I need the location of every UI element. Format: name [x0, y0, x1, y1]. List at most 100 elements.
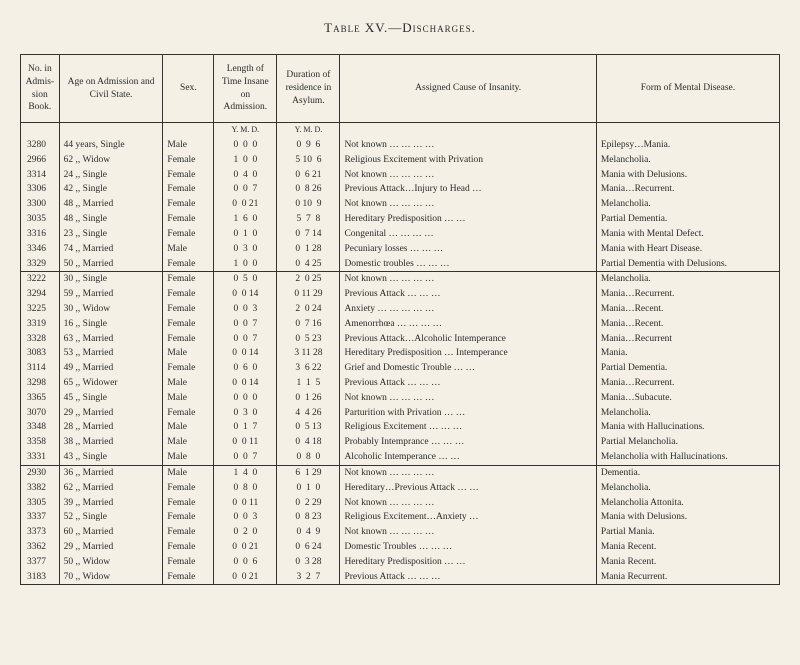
cell: Female — [163, 332, 214, 347]
cell: 3331 — [21, 450, 60, 465]
cell: 0 0 0 — [214, 138, 277, 153]
cell: 0 0 3 — [214, 302, 277, 317]
cell: Female — [163, 555, 214, 570]
cell: Domestic Troubles … … … — [340, 540, 596, 555]
cell: Female — [163, 257, 214, 272]
cell: Epilepsy…Mania. — [596, 138, 779, 153]
subhead-cell — [340, 123, 596, 138]
cell: 3365 — [21, 391, 60, 406]
cell: 0 6 0 — [214, 361, 277, 376]
cell: Female — [163, 212, 214, 227]
table-row: 331424 ,, SingleFemale0 4 00 6 21Not kno… — [21, 168, 780, 183]
col-form: Form of Mental Disease. — [596, 55, 779, 123]
cell: Partial Mania. — [596, 525, 779, 540]
subhead-cell — [596, 123, 779, 138]
cell: Mania…Recurrent. — [596, 287, 779, 302]
cell: 0 0 7 — [214, 450, 277, 465]
table-row: 308353 ,, MarriedMale0 0 143 11 28Heredi… — [21, 346, 780, 361]
cell: Parturition with Privation … … — [340, 406, 596, 421]
cell: Hereditary Predisposition … Intem­peranc… — [340, 346, 596, 361]
cell: Melancholia. — [596, 197, 779, 212]
cell: Female — [163, 197, 214, 212]
cell: 0 9 6 — [277, 138, 340, 153]
cell: 63 ,, Married — [59, 332, 163, 347]
cell: Mania…Recurrent. — [596, 182, 779, 197]
cell: Previous Attack … … … — [340, 287, 596, 302]
cell: 3346 — [21, 242, 60, 257]
cell: Female — [163, 153, 214, 168]
col-dur: Duration of residence in Asylum. — [277, 55, 340, 123]
cell: 3316 — [21, 227, 60, 242]
cell: Domestic troubles … … … — [340, 257, 596, 272]
cell: Congenital … … … … — [340, 227, 596, 242]
cell: Religious Excitement … … … — [340, 420, 596, 435]
table-row: 331916 ,, SingleFemale0 0 70 7 16Amenorr… — [21, 317, 780, 332]
subhead-cell — [59, 123, 163, 138]
cell: Previous Attack … … … — [340, 376, 596, 391]
cell: Mania Recurrent. — [596, 570, 779, 585]
cell: 0 4 9 — [277, 525, 340, 540]
cell: Not known … … … … — [340, 465, 596, 480]
cell: 45 ,, Single — [59, 391, 163, 406]
cell: Mania Recent. — [596, 540, 779, 555]
cell: Mania. — [596, 346, 779, 361]
cell: 0 0 7 — [214, 317, 277, 332]
cell: 0 0 11 — [214, 435, 277, 450]
cell: Female — [163, 496, 214, 511]
cell: 0 0 21 — [214, 540, 277, 555]
cell: 0 0 7 — [214, 182, 277, 197]
cell: 0 0 0 — [214, 391, 277, 406]
cell: 0 4 0 — [214, 168, 277, 183]
cell: 0 7 16 — [277, 317, 340, 332]
col-sex: Sex. — [163, 55, 214, 123]
cell: 3035 — [21, 212, 60, 227]
subhead-cell — [163, 123, 214, 138]
cell: 52 ,, Single — [59, 510, 163, 525]
cell: 3358 — [21, 435, 60, 450]
discharges-table: No. in Admis­sion Book. Age on Admission… — [20, 54, 780, 585]
cell: 29 ,, Married — [59, 540, 163, 555]
cell: 29 ,, Married — [59, 406, 163, 421]
table-row: 333143 ,, SingleMale0 0 70 8 0Alcoholic … — [21, 450, 780, 465]
cell: 3083 — [21, 346, 60, 361]
table-row: 330048 ,, MarriedFemale0 0 210 10 9Not k… — [21, 197, 780, 212]
cell: 0 1 26 — [277, 391, 340, 406]
cell: Not known … … … … — [340, 272, 596, 287]
cell: 70 ,, Widow — [59, 570, 163, 585]
cell: Male — [163, 391, 214, 406]
cell: 43 ,, Single — [59, 450, 163, 465]
cell: Not known … … … … — [340, 168, 596, 183]
col-no: No. in Admis­sion Book. — [21, 55, 60, 123]
cell: 3222 — [21, 272, 60, 287]
cell: 0 1 0 — [277, 481, 340, 496]
cell: Mania…Subacute. — [596, 391, 779, 406]
cell: 3225 — [21, 302, 60, 317]
cell: 3319 — [21, 317, 60, 332]
col-len: Length of Time Insane on Admission. — [214, 55, 277, 123]
cell: 0 8 23 — [277, 510, 340, 525]
cell: 3294 — [21, 287, 60, 302]
cell: Female — [163, 182, 214, 197]
cell: 3114 — [21, 361, 60, 376]
table-row: 332950 ,, MarriedFemale1 0 00 4 25Domest… — [21, 257, 780, 272]
cell: Female — [163, 272, 214, 287]
cell: Female — [163, 510, 214, 525]
table-row: 328044 years, SingleMale0 0 00 9 6Not kn… — [21, 138, 780, 153]
cell: Partial Dementia with Delusions. — [596, 257, 779, 272]
cell: 0 1 0 — [214, 227, 277, 242]
cell: Mania with Heart Disease. — [596, 242, 779, 257]
cell: Female — [163, 406, 214, 421]
cell: 1 0 0 — [214, 257, 277, 272]
cell: Male — [163, 450, 214, 465]
table-row: 307029 ,, MarriedFemale0 3 04 4 26Partur… — [21, 406, 780, 421]
cell: 0 3 0 — [214, 406, 277, 421]
subhead-cell — [21, 123, 60, 138]
table-row: 311449 ,, MarriedFemale0 6 03 6 22Grief … — [21, 361, 780, 376]
cell: 3348 — [21, 420, 60, 435]
cell: 6 1 29 — [277, 465, 340, 480]
cell: 4 4 26 — [277, 406, 340, 421]
cell: 28 ,, Married — [59, 420, 163, 435]
table-body: Y. M. D.Y. M. D.328044 years, SingleMale… — [21, 123, 780, 585]
table-row: 322230 ,, SingleFemale0 5 02 0 25Not kno… — [21, 272, 780, 287]
cell: Melancholia. — [596, 406, 779, 421]
